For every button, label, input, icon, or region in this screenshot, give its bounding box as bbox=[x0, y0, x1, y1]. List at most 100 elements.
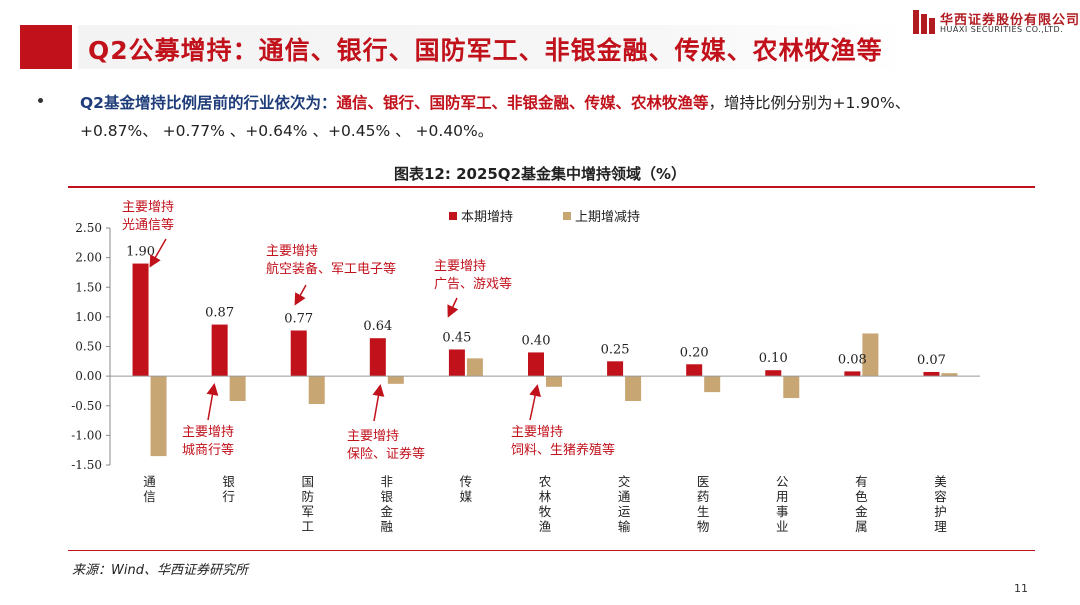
bullet-point-icon bbox=[38, 98, 43, 103]
page-title: Q2公募增持：通信、银行、国防军工、非银金融、传媒、农林牧渔等 bbox=[88, 36, 883, 65]
bar-current-10 bbox=[923, 371, 940, 377]
bar-current-8 bbox=[765, 370, 782, 377]
bar-previous-7 bbox=[704, 376, 721, 393]
y-tick-label: 0.00 bbox=[75, 369, 102, 383]
category-label-char: 美 bbox=[934, 474, 947, 489]
category-label-char: 牧 bbox=[539, 504, 552, 519]
category-label-char: 公 bbox=[776, 474, 789, 489]
category-label-char: 军 bbox=[301, 504, 314, 519]
annotation-text: 航空装备、军工电子等 bbox=[266, 261, 396, 277]
category-label-char: 运 bbox=[618, 504, 631, 519]
annotation-text: 主要增持 bbox=[434, 259, 486, 274]
category-label-char: 医 bbox=[697, 474, 710, 489]
y-tick-label: 1.50 bbox=[75, 280, 102, 294]
title-accent-bar bbox=[20, 25, 72, 69]
category-label-char: 有 bbox=[855, 474, 868, 489]
annotation-arrow-icon bbox=[294, 284, 307, 306]
data-label: 0.87 bbox=[205, 306, 234, 321]
bar-current-3 bbox=[369, 338, 386, 377]
category-label-char: 金 bbox=[855, 504, 868, 519]
bar-current-4 bbox=[448, 349, 465, 377]
bar-previous-2 bbox=[308, 376, 325, 404]
category-label-char: 林 bbox=[539, 489, 552, 504]
y-tick-label: 0.50 bbox=[75, 340, 102, 354]
annotation-text: 主要增持 bbox=[347, 429, 399, 444]
page-number: 11 bbox=[1014, 582, 1028, 595]
data-label: 0.10 bbox=[759, 351, 788, 366]
category-label-char: 农 bbox=[539, 474, 552, 489]
legend-swatch-previous bbox=[563, 212, 571, 220]
annotation-text: 饲料、生猪养殖等 bbox=[511, 442, 615, 458]
category-label-char: 输 bbox=[618, 519, 631, 534]
chart-bottom-rule bbox=[68, 550, 1035, 551]
bullet-text-line1: Q2基金增持比例居前的行业依次为：通信、银行、国防军工、非银金融、传媒、农林牧渔… bbox=[80, 91, 910, 113]
data-label: 1.90 bbox=[126, 245, 155, 260]
bar-previous-5 bbox=[546, 376, 562, 387]
bar-current-7 bbox=[686, 364, 703, 377]
data-label: 0.77 bbox=[284, 312, 313, 327]
legend-label-current: 本期增持 bbox=[461, 210, 513, 225]
category-label-char: 行 bbox=[222, 489, 235, 504]
huaxi-logo-icon bbox=[913, 10, 935, 34]
category-label-char: 物 bbox=[697, 519, 710, 534]
category-label-char: 非 bbox=[381, 474, 394, 489]
data-label: 0.25 bbox=[601, 342, 630, 357]
bar-current-2 bbox=[290, 330, 307, 377]
data-label: 0.64 bbox=[363, 319, 392, 334]
annotation-text: 保险、证券等 bbox=[347, 446, 425, 462]
annotation-text: 主要增持 bbox=[266, 244, 318, 259]
bar-current-6 bbox=[607, 361, 624, 377]
category-label-char: 媒 bbox=[460, 489, 473, 504]
category-label-char: 银 bbox=[222, 474, 235, 489]
y-tick-label: -0.50 bbox=[71, 399, 102, 413]
annotation-text: 城商行等 bbox=[182, 442, 234, 458]
y-tick-label: 1.00 bbox=[75, 310, 102, 324]
category-label-char: 信 bbox=[143, 489, 156, 504]
chart-top-rule bbox=[68, 186, 1035, 188]
bar-previous-10 bbox=[941, 373, 958, 377]
category-label-char: 色 bbox=[855, 489, 868, 504]
category-label-char: 业 bbox=[776, 519, 789, 534]
bullet-tail: ，增持比例分别为+1.90%、 bbox=[708, 94, 911, 112]
category-label-char: 护 bbox=[934, 504, 947, 519]
data-label: 0.45 bbox=[442, 330, 471, 345]
annotation-arrow-icon bbox=[529, 384, 542, 421]
bar-previous-9 bbox=[862, 333, 879, 377]
category-label-char: 属 bbox=[855, 519, 868, 534]
annotation-text: 主要增持 bbox=[182, 425, 234, 440]
category-label-char: 传 bbox=[460, 474, 473, 489]
category-label-char: 交 bbox=[618, 474, 631, 489]
title-background bbox=[78, 25, 908, 69]
legend-label-previous: 上期增减持 bbox=[575, 210, 640, 225]
data-label: 0.07 bbox=[917, 353, 946, 368]
annotation-text: 主要增持 bbox=[511, 425, 563, 440]
annotation-text: 主要增持 bbox=[122, 200, 174, 215]
category-label-char: 事 bbox=[776, 504, 789, 519]
bar-previous-1 bbox=[229, 376, 246, 402]
bar-previous-6 bbox=[625, 376, 642, 402]
category-label-char: 通 bbox=[618, 489, 631, 504]
y-tick-label: 2.00 bbox=[75, 251, 102, 265]
y-tick-label: -1.00 bbox=[71, 428, 102, 442]
bar-previous-3 bbox=[387, 376, 404, 384]
logo-company-name-cn: 华西证券股份有限公司 bbox=[940, 13, 1080, 28]
category-label-char: 融 bbox=[381, 519, 394, 534]
data-label: 0.40 bbox=[522, 333, 551, 348]
logo-company-name-en: HUAXI SECURITIES CO.,LTD. bbox=[940, 25, 1064, 34]
category-label-char: 渔 bbox=[539, 519, 552, 534]
category-label-char: 理 bbox=[934, 519, 947, 534]
bar-previous-8 bbox=[783, 376, 800, 399]
category-label-char: 国 bbox=[301, 474, 314, 489]
data-label: 0.20 bbox=[680, 345, 709, 360]
bullet-text-line2: +0.87%、 +0.77% 、+0.64% 、+0.45% 、 +0.40%。 bbox=[80, 122, 494, 140]
bar-current-0 bbox=[132, 263, 149, 377]
annotation-text: 广告、游戏等 bbox=[434, 276, 512, 292]
annotation-arrow-icon bbox=[372, 384, 385, 422]
category-label-char: 容 bbox=[934, 489, 947, 504]
y-tick-label: -1.50 bbox=[71, 458, 102, 472]
y-tick-label: 2.50 bbox=[75, 221, 102, 235]
bar-current-1 bbox=[211, 324, 228, 377]
data-label: 0.08 bbox=[838, 352, 867, 367]
